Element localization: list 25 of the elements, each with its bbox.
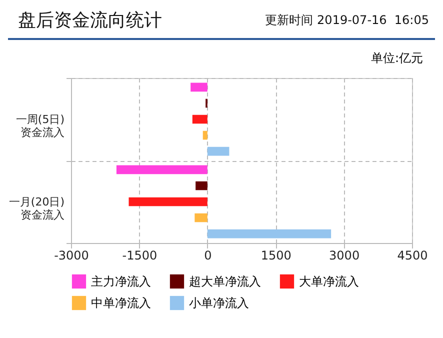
bar — [116, 165, 208, 174]
bar — [194, 213, 208, 222]
legend-label: 小单净流入 — [189, 296, 249, 310]
legend-label: 中单净流入 — [91, 296, 151, 310]
bar — [207, 146, 230, 156]
bar — [196, 181, 208, 190]
bar — [190, 82, 208, 92]
x-tick-label: 1500 — [260, 248, 292, 262]
y-tick-label: 一周(5日) 资金流入 — [16, 112, 64, 139]
legend-label: 主力净流入 — [91, 274, 151, 288]
text: 单位:亿元 — [370, 50, 423, 66]
bar — [202, 130, 208, 140]
chart-subtitle: 更新时间 2019-07-16 16:05 — [265, 12, 429, 29]
x-tick-label: -3000 — [54, 248, 89, 262]
bar — [128, 197, 208, 206]
x-tick-label: -1500 — [122, 248, 158, 262]
x-tick-label: 3000 — [329, 248, 360, 262]
bar — [207, 229, 332, 238]
x-tick-label: 0 — [204, 248, 212, 262]
legend-label: 超大单净流入 — [189, 274, 261, 288]
chart-title: 盘后资金流向统计 — [18, 9, 162, 32]
legend-label: 大单净流入 — [299, 274, 359, 288]
y-tick-label: 一月(20日) 资金流入 — [8, 195, 64, 222]
x-tick-label: 4500 — [397, 248, 428, 262]
bar — [192, 114, 208, 124]
